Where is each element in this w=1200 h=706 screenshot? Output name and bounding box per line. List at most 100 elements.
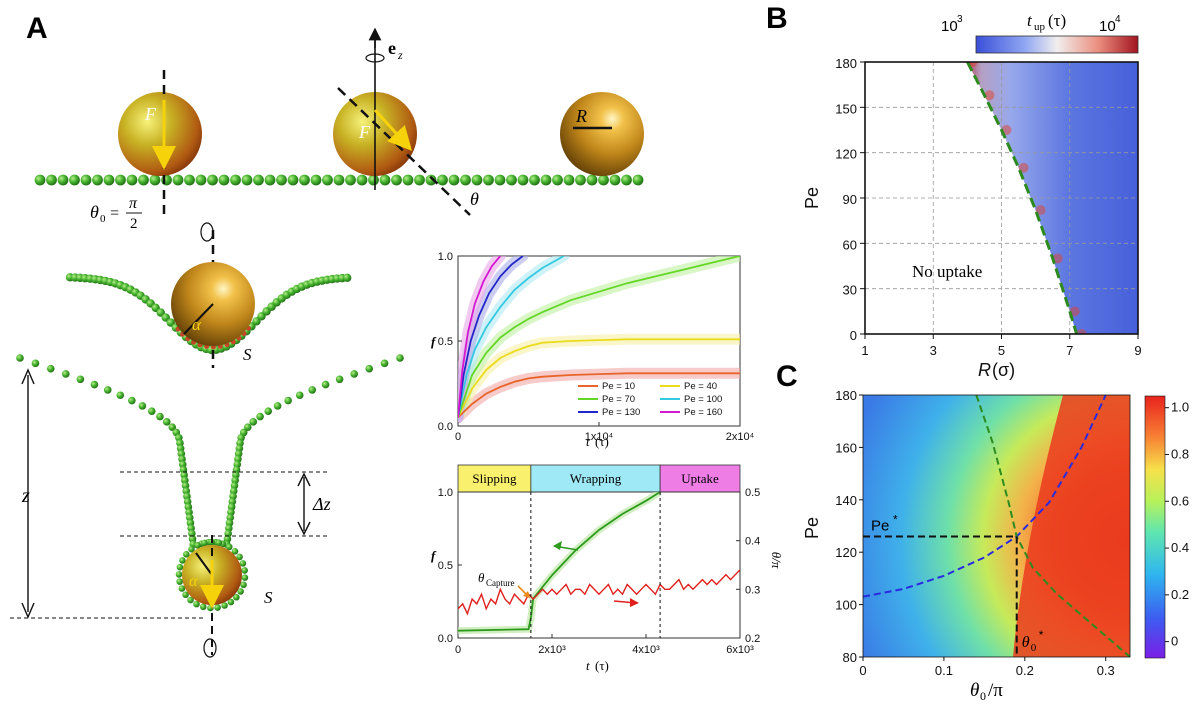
wrapped-bead <box>187 596 194 604</box>
colorbar-tick-label: 1.0 <box>1171 400 1189 415</box>
rotation-icon-4 <box>200 222 214 242</box>
y-axis-label: Pe <box>802 187 822 209</box>
membrane-bead <box>103 386 112 394</box>
wrapped-bead <box>227 598 235 606</box>
y-tick-label: 0.5 <box>438 336 453 348</box>
tilt-axis-dashed <box>337 87 471 216</box>
series-line-f <box>458 492 661 632</box>
svg-text:θ: θ <box>90 202 99 222</box>
membrane-bead <box>241 174 253 186</box>
membrane-bead <box>115 174 126 186</box>
alpha-line-4 <box>183 303 214 335</box>
membrane-bead <box>295 391 304 400</box>
boundary-glow <box>1069 306 1080 317</box>
y-tick-label: 1.0 <box>438 487 453 499</box>
wrapped-bead <box>241 567 248 574</box>
colorbar-b-title: t up (τ) <box>1027 11 1066 33</box>
chart-a-bottom-frame <box>457 491 741 639</box>
y-tick-label: 180 <box>835 388 857 403</box>
membrane-bead <box>563 174 575 186</box>
membrane-bead <box>273 402 282 410</box>
chart-phase-vs-time: Slipping Wrapping Uptake 0 2x10³ 4x10³ 6x10³0… <box>431 464 784 673</box>
membrane-bead <box>540 174 552 186</box>
membrane-bead <box>195 174 207 186</box>
boundary-line <box>966 62 1079 334</box>
colorbar-tick-label: 0.2 <box>1171 587 1189 602</box>
membrane-bead <box>61 370 70 378</box>
series-line <box>458 256 740 418</box>
membrane-bead <box>308 386 317 394</box>
x-tick-label: 1x10⁴ <box>585 431 614 443</box>
rotation-icon-5 <box>203 638 217 658</box>
svg-text:10: 10 <box>941 18 958 35</box>
membrane-bead <box>506 174 517 186</box>
alpha-line-5 <box>195 552 213 576</box>
panel-label-b: B <box>766 2 788 35</box>
x-tick-label: 0 <box>455 431 461 443</box>
legend-entry: Pe = 100 <box>684 394 722 405</box>
wrapped-bead <box>178 585 186 592</box>
particle-1 <box>118 92 202 176</box>
membrane-bead <box>609 174 621 186</box>
membrane-bead <box>343 273 352 282</box>
x-tick-label: 0.3 <box>1097 663 1115 678</box>
y-tick-label: 160 <box>835 440 857 455</box>
x-tick-label: 3 <box>930 343 937 358</box>
membrane-bead <box>437 174 448 186</box>
y-tick-label: 180 <box>835 56 857 71</box>
membrane-bead <box>264 174 276 186</box>
z-label: z <box>21 485 30 507</box>
membrane-bead <box>253 174 264 186</box>
chart-c-frame <box>862 394 1131 658</box>
membrane-bead <box>230 174 241 186</box>
membrane-bead <box>356 174 368 186</box>
no-uptake-label: No uptake <box>912 262 982 281</box>
membrane-bead <box>46 174 57 186</box>
membrane-bead <box>76 375 85 384</box>
membrane-bead <box>80 174 92 186</box>
legend-entry: Pe = 160 <box>684 407 722 418</box>
membrane-bead <box>31 359 40 368</box>
phase-band <box>659 464 741 493</box>
svg-text:z: z <box>397 48 403 62</box>
y-tick-label: 120 <box>835 545 857 560</box>
wrapped-bead <box>201 539 208 547</box>
ez-label: e z <box>388 38 403 62</box>
colorbar-b <box>975 35 1139 54</box>
particle-3 <box>560 92 644 176</box>
svg-text:0: 0 <box>100 213 106 225</box>
wrapped-bead <box>239 560 247 567</box>
phase-band <box>457 464 532 493</box>
membrane-bead <box>149 174 161 186</box>
membrane-bead <box>471 174 483 186</box>
membrane-bead <box>529 174 540 186</box>
membrane-bead <box>276 174 287 186</box>
x-axis-label-var: R <box>978 360 991 380</box>
x-tick-label: 7 <box>1066 343 1073 358</box>
wrapped-bead <box>237 588 244 595</box>
membrane-bead <box>126 174 138 186</box>
membrane-bead <box>586 174 598 186</box>
svg-text:10: 10 <box>1099 18 1116 35</box>
membrane-bead <box>116 391 125 400</box>
membrane-bead <box>162 418 171 426</box>
x-axis-label-var: t <box>586 434 590 449</box>
y-tick-label: 0.0 <box>438 421 453 433</box>
y-tick-label: 30 <box>843 283 857 298</box>
colorbar-tick-label: 0.8 <box>1171 446 1189 461</box>
svg-text:2: 2 <box>130 216 138 232</box>
y-axis-label: f <box>431 334 437 349</box>
membrane-bead <box>517 174 529 186</box>
legend-entry: Pe = 40 <box>684 381 717 392</box>
membrane-bead <box>333 174 345 186</box>
y-tick-label: 140 <box>835 493 857 508</box>
svg-text:3: 3 <box>957 14 963 25</box>
membrane-bead <box>256 412 264 421</box>
wrapped-bead <box>193 600 200 608</box>
y-axis-label: f <box>431 548 437 563</box>
wrapped-bead <box>176 578 183 585</box>
x-axis-label-unit: (τ) <box>595 434 609 449</box>
wrapped-bead <box>233 593 240 601</box>
